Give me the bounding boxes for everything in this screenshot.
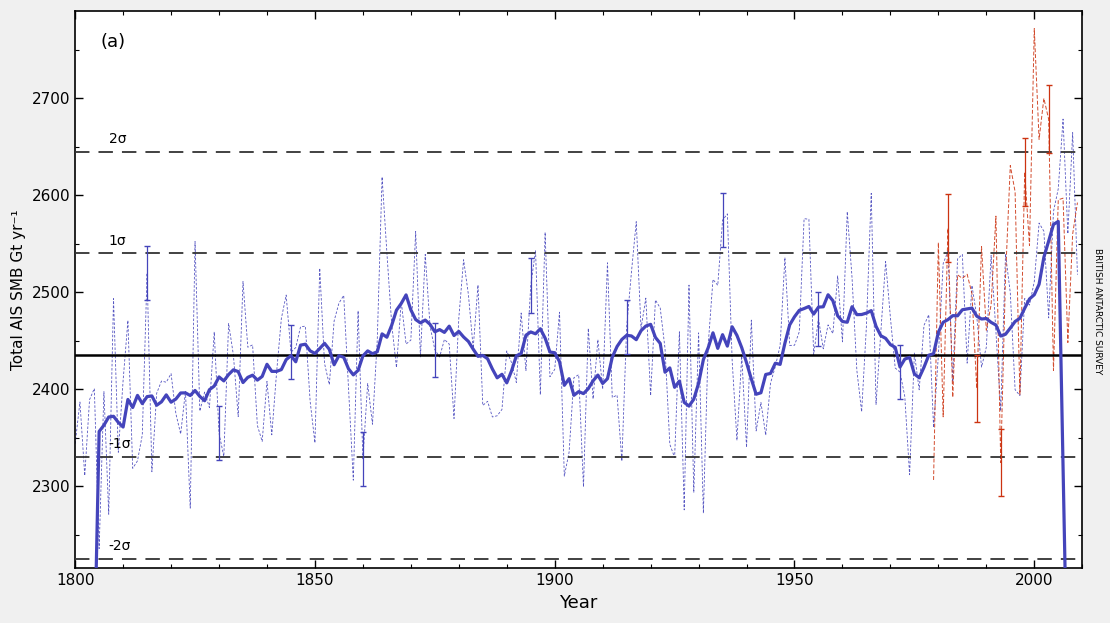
Text: BRITISH ANTARCTIC SURVEY: BRITISH ANTARCTIC SURVEY xyxy=(1093,249,1102,374)
Text: (a): (a) xyxy=(100,34,125,52)
Text: -1σ: -1σ xyxy=(109,437,131,451)
X-axis label: Year: Year xyxy=(559,594,598,612)
Text: 2σ: 2σ xyxy=(109,132,127,146)
Text: 1σ: 1σ xyxy=(109,234,127,247)
Y-axis label: Total AIS SMB Gt yr⁻¹: Total AIS SMB Gt yr⁻¹ xyxy=(11,209,27,370)
Text: -2σ: -2σ xyxy=(109,539,131,553)
